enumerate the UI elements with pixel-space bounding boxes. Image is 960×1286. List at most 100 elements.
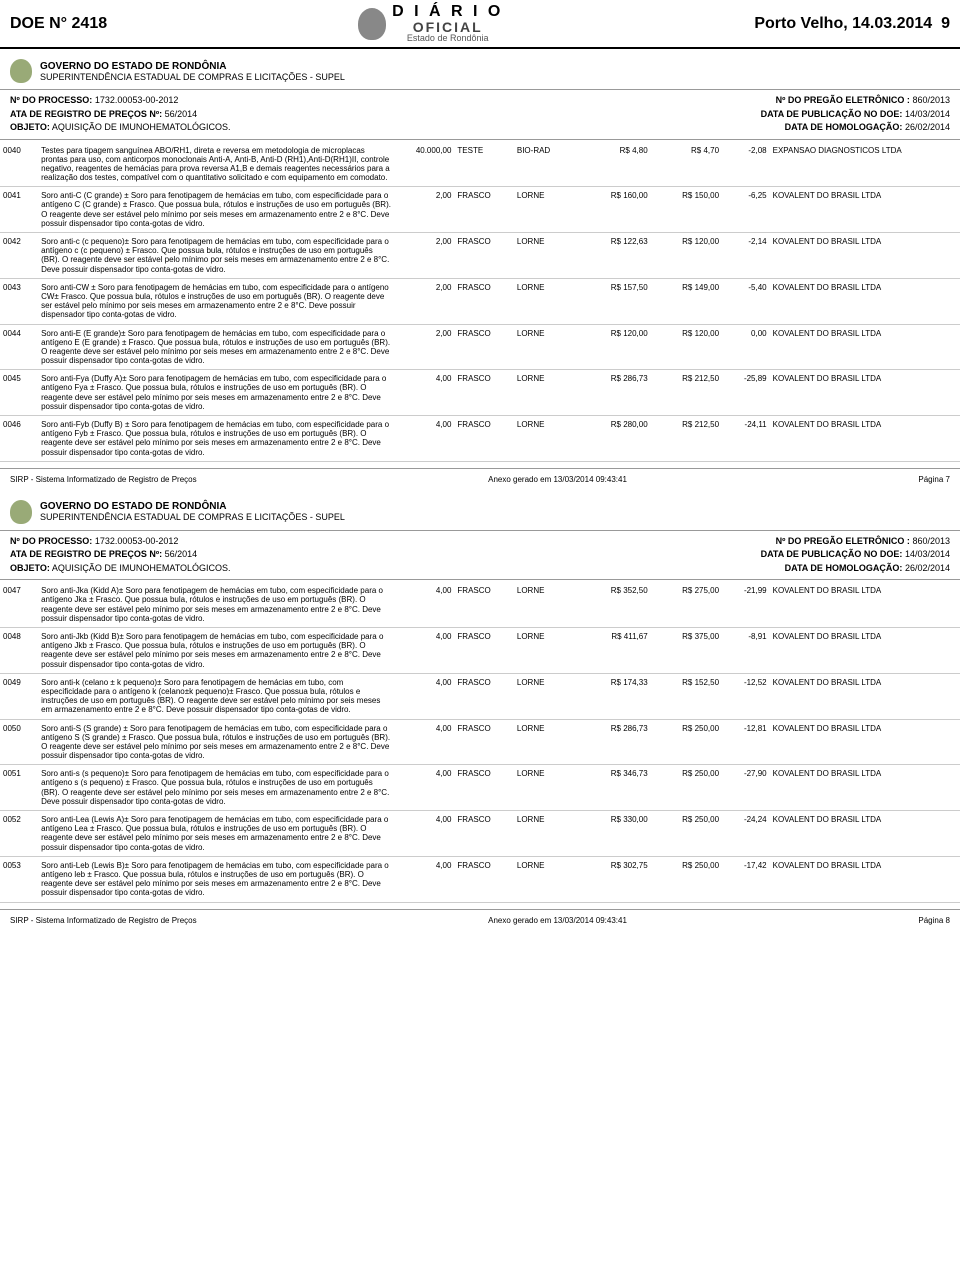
item-unit: TESTE [454, 142, 513, 187]
item-supplier: KOVALENT DO BRASIL LTDA [770, 416, 960, 462]
meta-block-2: Nº DO PROCESSO: 1732.00053-00-2012 Nº DO… [0, 533, 960, 578]
page-footer-2: SIRP - Sistema Informatizado de Registro… [0, 909, 960, 931]
item-value1: R$ 302,75 [579, 856, 650, 902]
item-qty: 4,00 [395, 719, 454, 765]
item-pct: -6,25 [722, 187, 770, 233]
item-brand: LORNE [514, 765, 579, 811]
item-value2: R$ 250,00 [651, 856, 722, 902]
item-supplier: KOVALENT DO BRASIL LTDA [770, 278, 960, 324]
item-value2: R$ 250,00 [651, 719, 722, 765]
item-value1: R$ 330,00 [579, 811, 650, 857]
item-code: 0045 [0, 370, 38, 416]
item-pct: -27,90 [722, 765, 770, 811]
item-description: Soro anti-Jka (Kidd A)± Soro para fenoti… [38, 582, 395, 627]
item-qty: 2,00 [395, 278, 454, 324]
item-brand: LORNE [514, 673, 579, 719]
items-table-1: 0040Testes para tipagem sanguínea ABO/RH… [0, 142, 960, 462]
gov-crest-icon [10, 59, 32, 83]
item-brand: LORNE [514, 856, 579, 902]
item-code: 0044 [0, 324, 38, 370]
item-value2: R$ 250,00 [651, 765, 722, 811]
item-value1: R$ 4,80 [579, 142, 650, 187]
item-value1: R$ 286,73 [579, 719, 650, 765]
item-value2: R$ 212,50 [651, 370, 722, 416]
item-pct: -17,42 [722, 856, 770, 902]
table-row: 0043Soro anti-CW ± Soro para fenotipagem… [0, 278, 960, 324]
gov-line1: GOVERNO DO ESTADO DE RONDÔNIA [40, 61, 345, 72]
item-unit: FRASCO [454, 856, 513, 902]
item-value1: R$ 120,00 [579, 324, 650, 370]
item-value2: R$ 212,50 [651, 416, 722, 462]
item-description: Soro anti-CW ± Soro para fenotipagem de … [38, 278, 395, 324]
item-code: 0047 [0, 582, 38, 627]
item-code: 0042 [0, 233, 38, 279]
item-brand: LORNE [514, 324, 579, 370]
footer-page: Página 8 [918, 916, 950, 925]
item-code: 0048 [0, 628, 38, 674]
footer-system: SIRP - Sistema Informatizado de Registro… [10, 916, 197, 925]
item-pct: -2,14 [722, 233, 770, 279]
item-supplier: KOVALENT DO BRASIL LTDA [770, 856, 960, 902]
item-qty: 4,00 [395, 856, 454, 902]
table-row: 0053Soro anti-Leb (Lewis B)± Soro para f… [0, 856, 960, 902]
item-pct: -12,81 [722, 719, 770, 765]
item-supplier: KOVALENT DO BRASIL LTDA [770, 765, 960, 811]
item-value1: R$ 346,73 [579, 765, 650, 811]
item-unit: FRASCO [454, 324, 513, 370]
item-value2: R$ 120,00 [651, 233, 722, 279]
item-code: 0041 [0, 187, 38, 233]
item-value2: R$ 149,00 [651, 278, 722, 324]
item-pct: -24,24 [722, 811, 770, 857]
page-header: DOE N° 2418 D I Á R I O OFICIAL Estado d… [0, 0, 960, 49]
item-description: Soro anti-c (c pequeno)± Soro para fenot… [38, 233, 395, 279]
item-qty: 2,00 [395, 324, 454, 370]
item-unit: FRASCO [454, 187, 513, 233]
item-unit: FRASCO [454, 233, 513, 279]
item-qty: 4,00 [395, 811, 454, 857]
table-row: 0047Soro anti-Jka (Kidd A)± Soro para fe… [0, 582, 960, 627]
item-unit: FRASCO [454, 370, 513, 416]
table-row: 0049Soro anti-k (celano ± k pequeno)± So… [0, 673, 960, 719]
footer-system: SIRP - Sistema Informatizado de Registro… [10, 475, 197, 484]
item-supplier: KOVALENT DO BRASIL LTDA [770, 673, 960, 719]
item-unit: FRASCO [454, 811, 513, 857]
item-qty: 4,00 [395, 416, 454, 462]
item-brand: BIO-RAD [514, 142, 579, 187]
table-row: 0044Soro anti-E (E grande)± Soro para fe… [0, 324, 960, 370]
items-table-2: 0047Soro anti-Jka (Kidd A)± Soro para fe… [0, 582, 960, 902]
item-description: Soro anti-s (s pequeno)± Soro para fenot… [38, 765, 395, 811]
item-value2: R$ 4,70 [651, 142, 722, 187]
city-date-page: Porto Velho, 14.03.2014 9 [754, 15, 950, 33]
item-qty: 4,00 [395, 765, 454, 811]
table-row: 0052Soro anti-Lea (Lewis A)± Soro para f… [0, 811, 960, 857]
item-brand: LORNE [514, 628, 579, 674]
item-qty: 2,00 [395, 233, 454, 279]
item-value1: R$ 411,67 [579, 628, 650, 674]
table-row: 0046Soro anti-Fyb (Duffy B) ± Soro para … [0, 416, 960, 462]
item-supplier: KOVALENT DO BRASIL LTDA [770, 233, 960, 279]
item-description: Soro anti-Fya (Duffy A)± Soro para fenot… [38, 370, 395, 416]
item-qty: 2,00 [395, 187, 454, 233]
item-code: 0046 [0, 416, 38, 462]
item-pct: -21,99 [722, 582, 770, 627]
gov-header: GOVERNO DO ESTADO DE RONDÔNIA SUPERINTEN… [0, 49, 960, 87]
table-row: 0048Soro anti-Jkb (Kidd B)± Soro para fe… [0, 628, 960, 674]
item-code: 0043 [0, 278, 38, 324]
item-supplier: KOVALENT DO BRASIL LTDA [770, 811, 960, 857]
item-brand: LORNE [514, 187, 579, 233]
item-value1: R$ 174,33 [579, 673, 650, 719]
item-value2: R$ 120,00 [651, 324, 722, 370]
item-unit: FRASCO [454, 628, 513, 674]
item-description: Soro anti-E (E grande)± Soro para fenoti… [38, 324, 395, 370]
item-value1: R$ 352,50 [579, 582, 650, 627]
item-value1: R$ 157,50 [579, 278, 650, 324]
item-value2: R$ 375,00 [651, 628, 722, 674]
table-row: 0042Soro anti-c (c pequeno)± Soro para f… [0, 233, 960, 279]
item-supplier: KOVALENT DO BRASIL LTDA [770, 370, 960, 416]
table-row: 0041Soro anti-C (C grande) ± Soro para f… [0, 187, 960, 233]
estado-subtitle: Estado de Rondônia [392, 34, 503, 43]
item-supplier: EXPANSAO DIAGNOSTICOS LTDA [770, 142, 960, 187]
item-brand: LORNE [514, 719, 579, 765]
item-supplier: KOVALENT DO BRASIL LTDA [770, 187, 960, 233]
doe-number: DOE N° 2418 [10, 15, 107, 33]
